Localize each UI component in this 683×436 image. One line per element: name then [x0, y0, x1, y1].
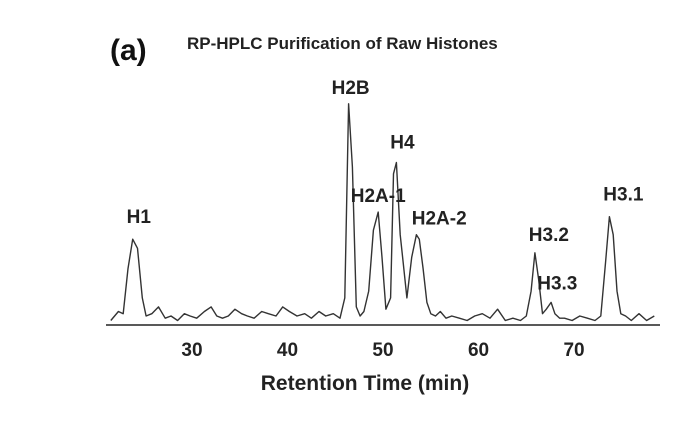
x-tick-label: 70 — [563, 340, 584, 361]
x-tick-label: 40 — [277, 340, 298, 361]
peak-label: H3.3 — [537, 273, 577, 294]
peak-label: H1 — [127, 207, 152, 228]
x-tick-label: 50 — [372, 340, 393, 361]
peak-label: H2A-2 — [412, 209, 467, 230]
trace-layer — [110, 103, 655, 322]
peak-label: H2A-1 — [351, 186, 406, 207]
chromatogram-trace — [110, 103, 655, 322]
x-tick-label: 30 — [181, 340, 202, 361]
peak-label: H2B — [332, 78, 370, 99]
x-axis-title: Retention Time (min) — [261, 372, 469, 395]
x-axis-ticks: 30 40 50 60 70 — [181, 340, 584, 361]
peak-label: H3.1 — [603, 185, 644, 206]
chart-title: RP-HPLC Purification of Raw Histones — [187, 34, 498, 53]
x-tick-label: 60 — [468, 340, 489, 361]
peak-labels: H1 H2B H4 H2A-1 H2A-2 H3.2 H3.3 H3.1 — [127, 78, 644, 295]
peak-label: H3.2 — [529, 225, 569, 246]
peak-label: H4 — [390, 132, 415, 153]
panel-label: (a) — [110, 34, 147, 67]
